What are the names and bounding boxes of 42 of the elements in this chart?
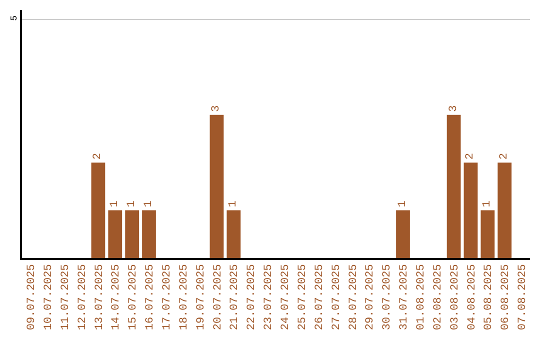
data-label: 1 [397,200,409,208]
x-tick-label: 23.07.2025 [263,264,276,330]
x-tick-label: 02.08.2025 [432,264,444,330]
x-tick-label: 10.07.2025 [42,264,55,330]
x-tick-label: 04.08.2025 [466,264,478,330]
x-tick-label: 22.07.2025 [246,264,258,330]
data-label: 1 [228,200,240,208]
data-label: 1 [482,200,494,208]
x-tick-label: 27.07.2025 [330,264,343,330]
data-label: 1 [143,200,155,208]
y-tick-label: 5 [10,15,20,21]
x-tick-label: 06.08.2025 [500,264,512,330]
data-label: 2 [92,153,104,160]
x-tick-label: 03.08.2025 [449,264,462,330]
data-label: 3 [210,105,223,112]
x-tick-label: 09.07.2025 [26,264,38,330]
x-tick-label: 25.07.2025 [296,264,309,330]
data-label: 1 [126,200,138,208]
x-tick-label: 31.07.2025 [398,264,411,330]
x-tick-label: 19.07.2025 [195,264,208,330]
x-tick-label: 07.08.2025 [517,264,530,330]
x-tick-label: 20.07.2025 [212,264,224,330]
x-tick-label: 28.07.2025 [348,264,360,330]
x-tick-label: 30.07.2025 [382,264,394,330]
x-tick-label: 21.07.2025 [229,264,242,330]
data-label: 1 [109,200,122,208]
x-tick-label: 15.07.2025 [128,264,140,330]
data-label: 2 [464,153,477,160]
x-tick-label: 18.07.2025 [178,264,190,330]
x-tick-label: 01.08.2025 [416,264,428,330]
x-tick-label: 29.07.2025 [364,264,377,330]
x-tick-label: 16.07.2025 [144,264,157,330]
data-label: 3 [448,105,460,112]
x-tick-label: 12.07.2025 [76,264,89,330]
x-tick-label: 26.07.2025 [314,264,326,330]
x-tick-label: 14.07.2025 [110,264,123,330]
data-label: 2 [498,153,511,160]
x-tick-label: 17.07.2025 [162,264,174,330]
x-tick-label: 13.07.2025 [94,264,106,330]
x-tick-label: 11.07.2025 [60,264,72,330]
x-tick-label: 05.08.2025 [483,264,496,330]
x-tick-label: 24.07.2025 [280,264,292,330]
